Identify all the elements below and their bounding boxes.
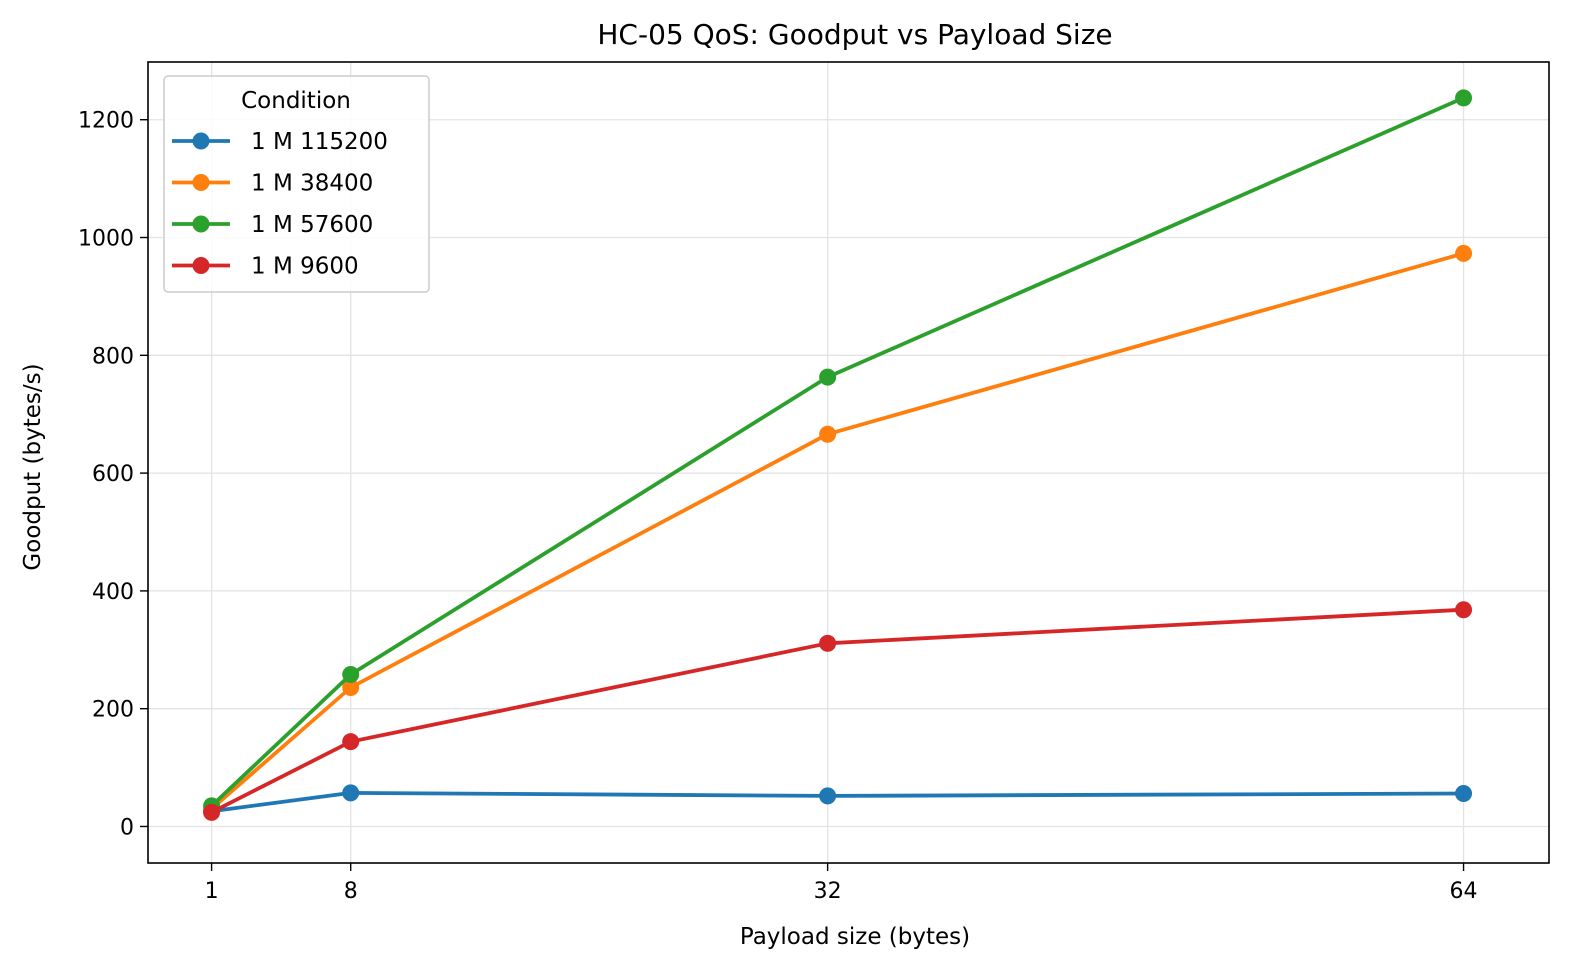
legend-label: 1 M 57600 [251, 212, 373, 238]
data-point [203, 803, 221, 821]
x-tick-label: 64 [1450, 879, 1478, 904]
legend-label: 1 M 38400 [251, 171, 373, 197]
data-point [819, 634, 837, 652]
y-tick-label: 400 [92, 580, 134, 605]
y-axis: 0 200 400 600 800 1000 1200 [78, 109, 148, 840]
y-tick-label: 1200 [78, 109, 134, 134]
legend-marker [192, 257, 210, 274]
series-line [210, 96, 1465, 808]
x-axis: 1 8 32 64 [205, 863, 1478, 904]
legend-label: 1 M 9600 [251, 254, 359, 280]
data-point [342, 733, 360, 751]
data-point [1455, 785, 1473, 803]
series-line [210, 251, 1465, 811]
y-tick-label: 0 [120, 815, 134, 840]
legend-entry: 1 M 115200 [172, 129, 388, 155]
legend-marker [192, 132, 210, 150]
legend-title: Condition [241, 88, 351, 114]
data-point [819, 368, 837, 386]
legend-items: 1 M 115200 1 M 38400 1 M 57600 1 M 9600 [172, 129, 388, 280]
data-point [819, 425, 837, 443]
y-tick-label: 200 [92, 698, 134, 723]
x-tick-label: 1 [205, 879, 219, 904]
legend-label: 1 M 115200 [251, 129, 388, 155]
chart-title: HC-05 QoS: Goodput vs Payload Size [597, 18, 1112, 51]
legend-marker [192, 174, 210, 191]
x-tick-label: 8 [344, 879, 358, 904]
y-axis-label: Goodput (bytes/s) [20, 363, 46, 570]
data-point [1455, 244, 1473, 262]
y-tick-label: 800 [92, 344, 134, 369]
data-point [1455, 601, 1473, 619]
data-point [342, 666, 360, 684]
legend-box [163, 75, 430, 293]
series-layer [203, 89, 1473, 821]
x-axis-label: Payload size (bytes) [740, 924, 970, 950]
legend-marker [192, 215, 210, 233]
grid [148, 62, 1549, 863]
data-point [819, 787, 837, 805]
data-point [342, 678, 360, 696]
legend-entry: 1 M 9600 [172, 254, 359, 280]
legend-entry: 1 M 38400 [172, 171, 373, 197]
x-tick-label: 32 [814, 879, 842, 904]
plot-frame [147, 61, 1550, 864]
series-3 [203, 601, 1473, 821]
series-line [210, 607, 1464, 814]
series-line [211, 791, 1464, 814]
data-point [342, 784, 360, 802]
data-point [1455, 89, 1473, 107]
y-tick-label: 600 [92, 462, 134, 487]
y-tick-label: 1000 [78, 227, 134, 252]
legend-entry: 1 M 57600 [172, 212, 373, 238]
